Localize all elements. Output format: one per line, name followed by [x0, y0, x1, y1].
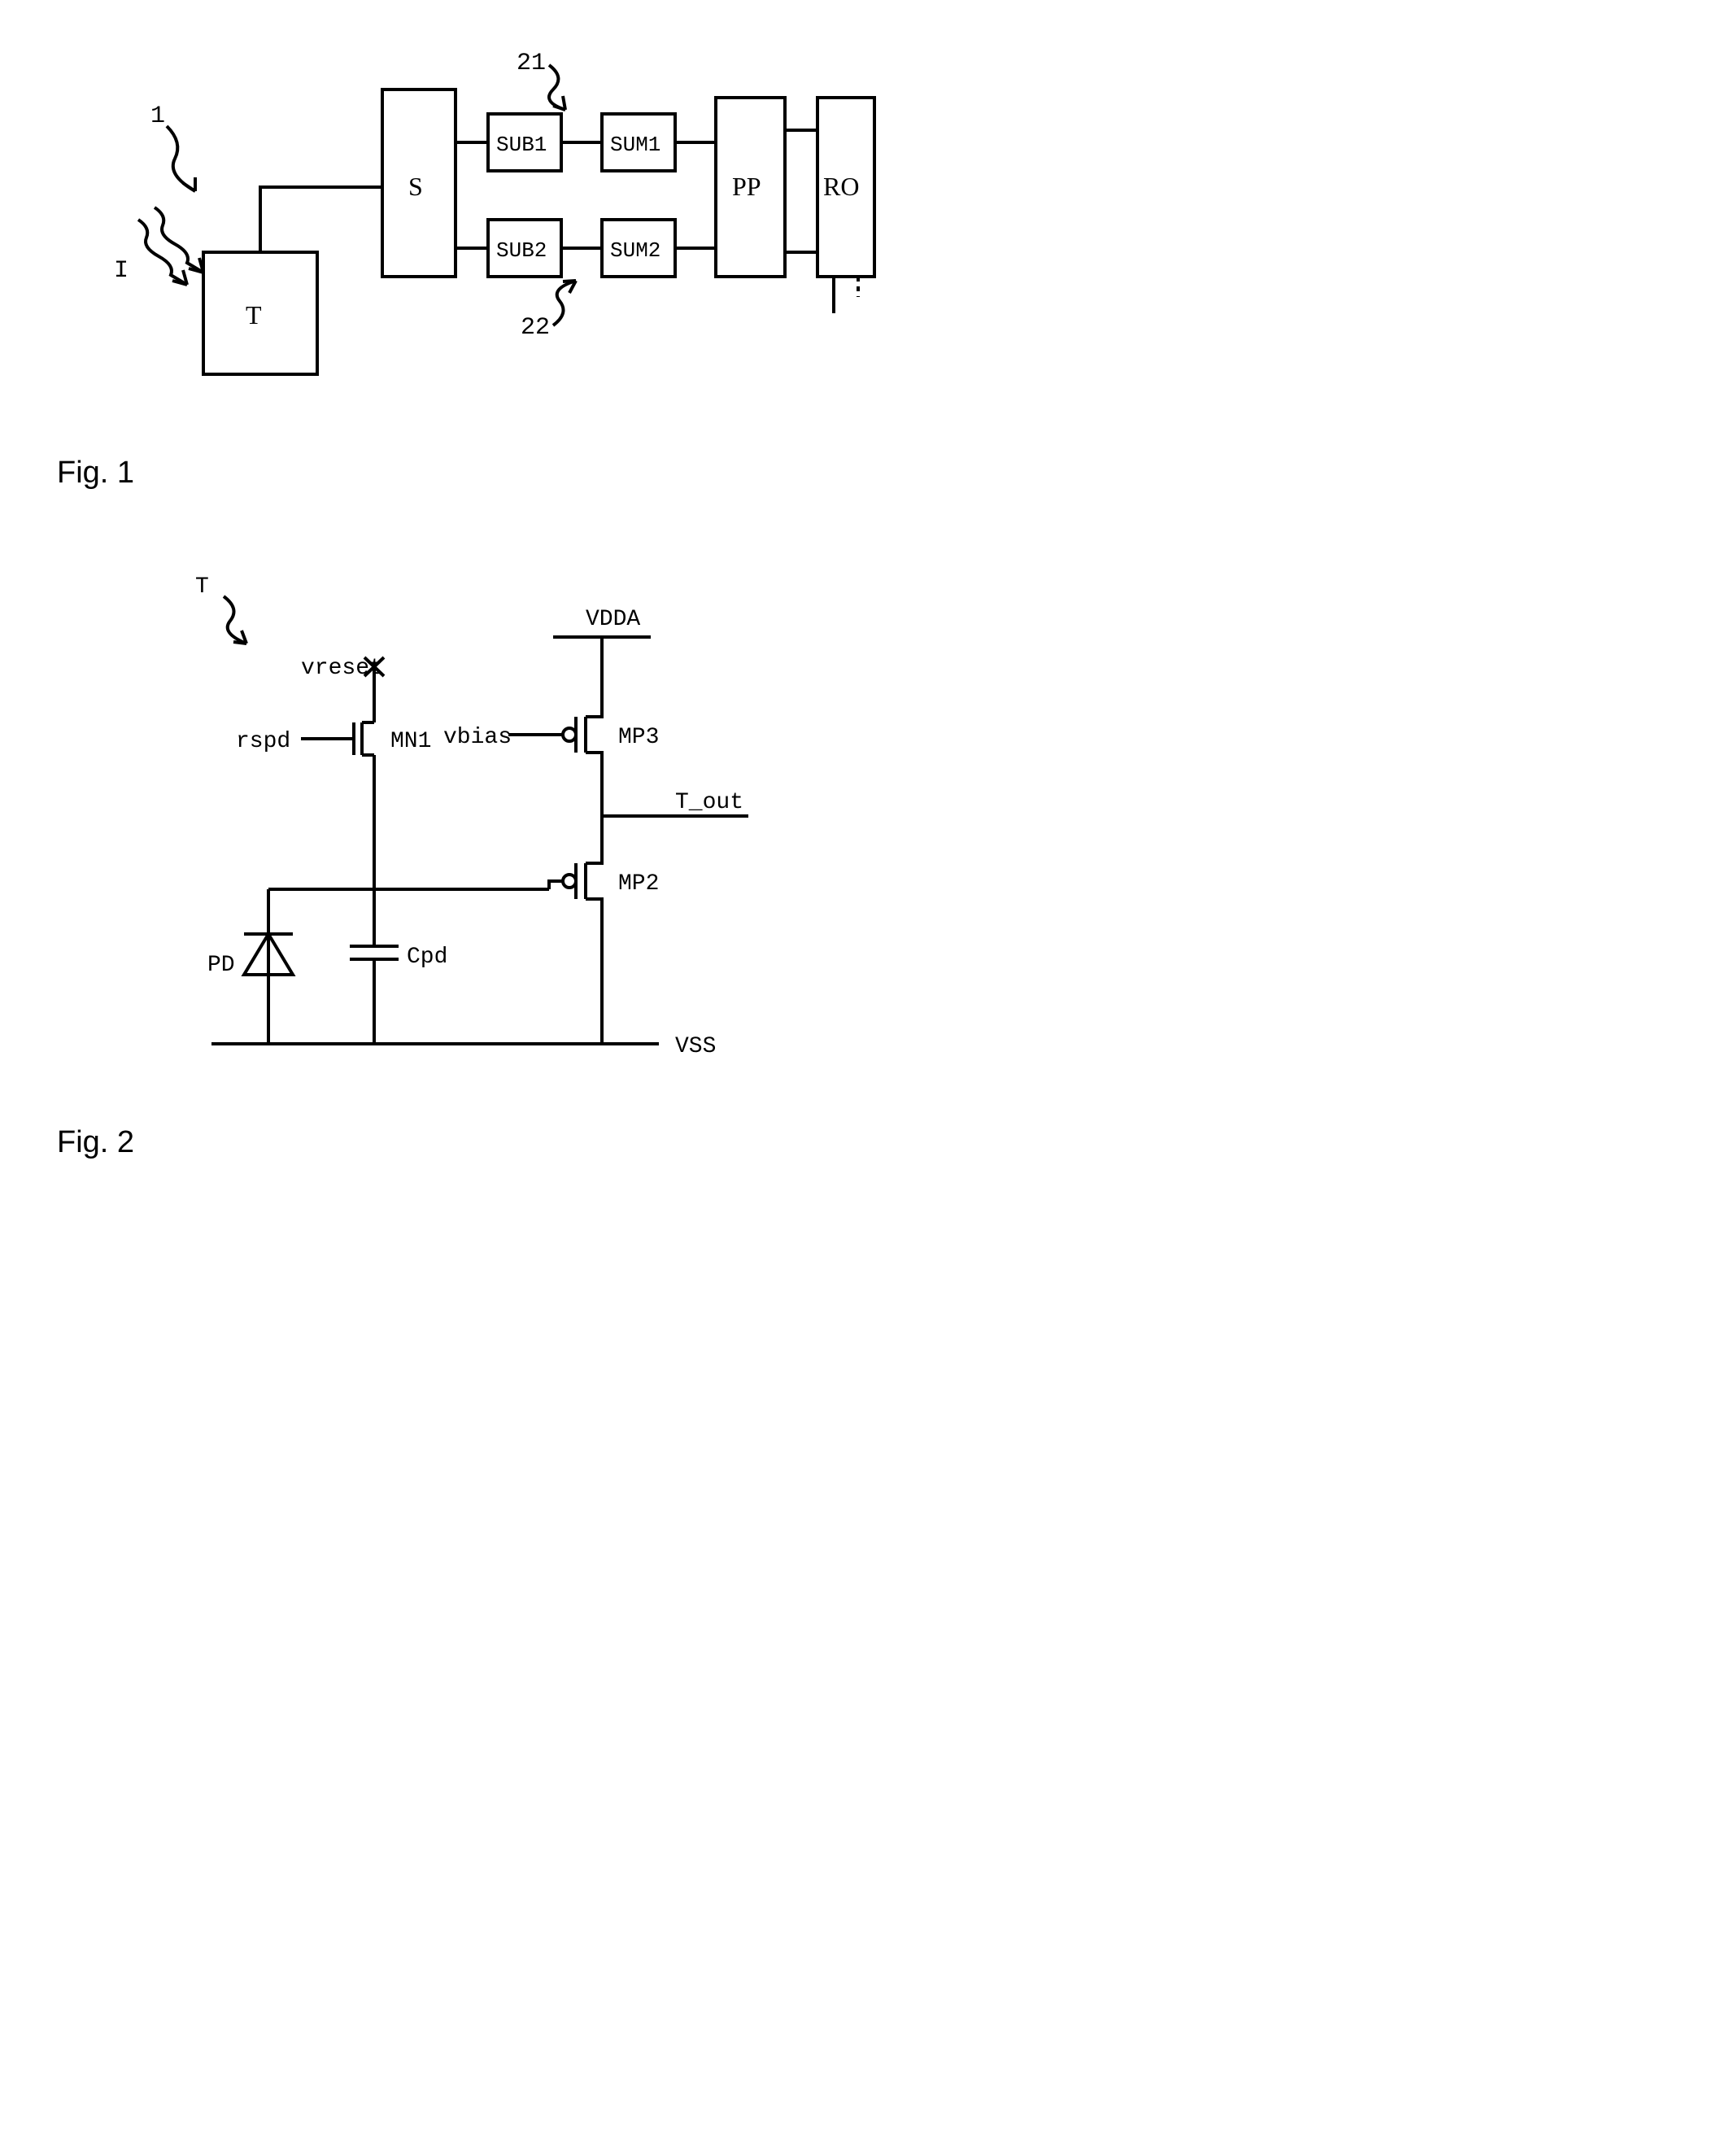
label-SUB2: SUB2	[496, 238, 547, 263]
fig1-caption: Fig. 1	[57, 456, 1689, 491]
transistor-MN1	[301, 686, 374, 792]
label2-T: T	[195, 574, 209, 600]
fig1-wires	[260, 130, 858, 313]
label2-PD: PD	[207, 953, 235, 978]
label2-MP2: MP2	[618, 871, 659, 897]
label-RO: RO	[823, 172, 859, 201]
fig2-caption: Fig. 2	[57, 1125, 1689, 1160]
label2-MP3: MP3	[618, 725, 659, 750]
label2-VSS: VSS	[675, 1034, 716, 1059]
transistor-MP2	[549, 849, 602, 1044]
label-S: S	[408, 172, 423, 201]
label-T: T	[246, 300, 262, 330]
label-SUB1: SUB1	[496, 133, 547, 157]
label2-Cpd: Cpd	[407, 945, 447, 970]
transistor-MP3	[508, 702, 602, 783]
label-ref21: 21	[517, 50, 546, 77]
label2-vreset: vreset	[301, 656, 383, 681]
label-PP: PP	[732, 172, 761, 201]
label-ref1: 1	[150, 103, 165, 130]
fig1-ref-arrows	[167, 65, 576, 325]
label2-rspd: rspd	[236, 729, 290, 754]
fig2-wires	[211, 596, 748, 1044]
label-SUM1: SUM1	[610, 133, 660, 157]
label-SUM2: SUM2	[610, 238, 660, 263]
fig1-ref-labels: I 1 21 22	[114, 50, 550, 342]
label2-VDDA: VDDA	[586, 607, 640, 632]
label-I: I	[114, 257, 129, 285]
figure1-svg: T S PP RO SUB1 SUM1 SUB2 SUM2 I 1 21 22	[33, 33, 927, 439]
fig1-small-labels: SUB1 SUM1 SUB2 SUM2	[496, 133, 660, 263]
label2-vbias: vbias	[443, 725, 512, 750]
fig1-labels: T S PP RO	[246, 172, 859, 330]
figure2-svg: T vreset rspd MN1 vbias VDDA MP3 T_out M…	[33, 539, 846, 1109]
label-ref22: 22	[521, 314, 550, 342]
label2-MN1: MN1	[390, 729, 431, 754]
fig1-input-arrows	[138, 207, 203, 285]
label2-Tout: T_out	[675, 790, 743, 815]
